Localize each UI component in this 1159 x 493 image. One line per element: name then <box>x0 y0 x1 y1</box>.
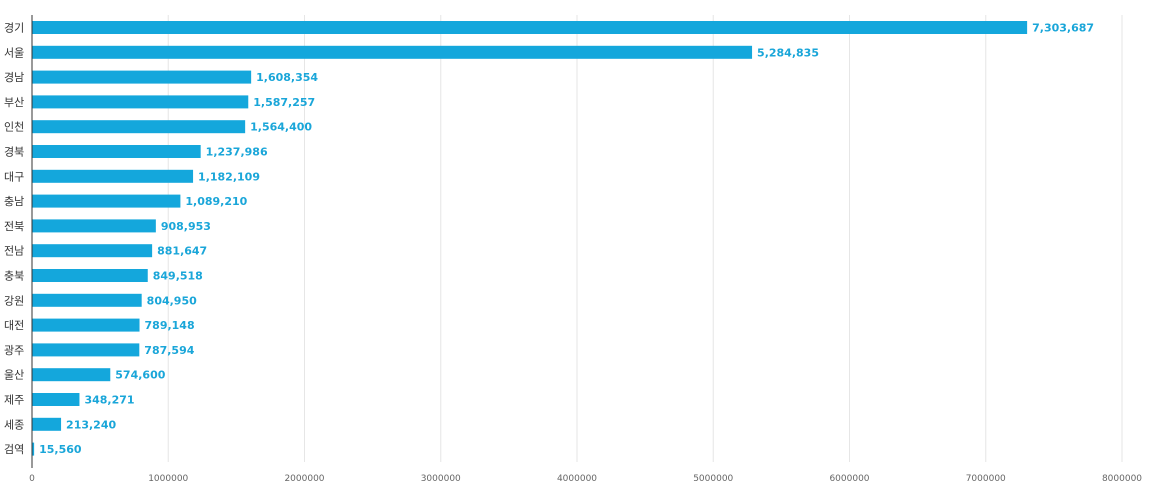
bar <box>32 442 35 456</box>
category-label: 세종 <box>4 418 24 431</box>
category-label: 검역 <box>4 443 24 456</box>
x-tick-label: 5000000 <box>693 474 733 484</box>
value-label: 1,608,354 <box>256 71 318 84</box>
x-tick-label: 3000000 <box>421 474 461 484</box>
category-label: 제주 <box>4 394 24 407</box>
value-label: 1,564,400 <box>250 121 312 134</box>
bar <box>32 145 201 158</box>
value-label: 1,587,257 <box>253 96 315 109</box>
bar <box>32 393 80 406</box>
bar <box>32 244 153 258</box>
category-label: 서울 <box>4 46 24 59</box>
value-label: 881,647 <box>157 245 207 258</box>
x-tick-label: 0 <box>29 474 35 484</box>
bar <box>32 194 181 208</box>
value-label: 213,240 <box>66 418 116 431</box>
bar <box>32 293 142 307</box>
value-label: 1,089,210 <box>185 195 247 208</box>
category-label: 대전 <box>4 319 24 332</box>
category-label: 충북 <box>4 270 24 283</box>
category-label: 대구 <box>4 170 24 183</box>
category-label: 경기 <box>4 22 24 35</box>
value-label: 789,148 <box>145 319 195 332</box>
x-tick-label: 2000000 <box>284 474 324 484</box>
bar <box>32 120 246 134</box>
bar <box>32 95 249 109</box>
value-label: 574,600 <box>115 369 165 382</box>
value-label: 7,303,687 <box>1032 22 1094 35</box>
gridlines <box>167 15 1123 462</box>
category-label: 부산 <box>4 96 24 109</box>
value-label: 787,594 <box>144 344 194 357</box>
category-label: 광주 <box>4 344 24 357</box>
category-label: 경북 <box>4 146 24 159</box>
bar <box>32 45 753 59</box>
x-tick-label: 7000000 <box>966 474 1006 484</box>
bar <box>32 169 194 183</box>
bar <box>32 70 252 84</box>
x-tick-label: 1000000 <box>148 474 188 484</box>
value-label: 348,271 <box>84 394 134 407</box>
bar <box>32 343 140 357</box>
bars <box>32 21 1028 456</box>
value-label: 908,953 <box>161 220 211 233</box>
category-label: 강원 <box>4 294 24 307</box>
bar <box>32 318 140 332</box>
category-label: 울산 <box>4 369 24 382</box>
value-label: 849,518 <box>153 270 203 283</box>
category-label: 전북 <box>4 220 24 233</box>
value-label: 1,237,986 <box>206 146 268 159</box>
value-label: 804,950 <box>147 294 197 307</box>
bar <box>32 219 156 233</box>
category-label: 경남 <box>4 71 24 84</box>
x-tick-label: 6000000 <box>829 474 869 484</box>
category-label: 충남 <box>4 195 24 208</box>
category-label: 전남 <box>4 245 24 258</box>
value-labels: 7,303,687 5,284,835 1,608,354 1,587,257 1,56… <box>39 22 1094 457</box>
value-label: 15,560 <box>39 443 82 456</box>
bar <box>32 269 148 282</box>
bar <box>32 417 62 431</box>
bar <box>32 21 1028 34</box>
bar <box>32 368 111 382</box>
x-tick-label: 4000000 <box>557 474 597 484</box>
category-label: 인천 <box>4 120 24 134</box>
x-axis-ticks: 0 1000000 2000000 3000000 4000000 5000000 6000… <box>29 474 1142 484</box>
x-tick-label: 8000000 <box>1102 474 1142 484</box>
value-label: 5,284,835 <box>757 46 819 59</box>
value-label: 1,182,109 <box>198 170 260 183</box>
